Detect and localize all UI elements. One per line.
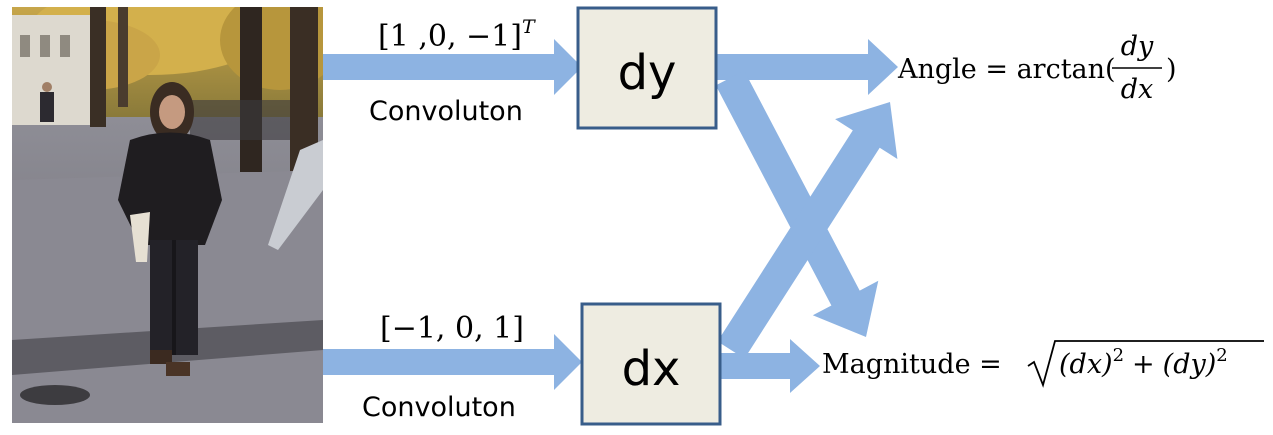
angle-formula: Angle = arctan( dy dx ) [897,31,1177,105]
radicand-dx: (dx) [1059,349,1113,380]
arrow-dy-to-angle [716,39,898,95]
arrow-group [323,39,898,393]
top-kernel-vector: [1 ,0, −1] [378,19,522,54]
arrow-dy-to-magnitude [715,70,879,337]
magnitude-formula: Magnitude = (dx)2 + (dy)2 [822,340,1264,388]
bottom-convolution-label: Convoluton [362,392,516,423]
arrow-dx-to-angle [717,102,898,359]
walking-man [118,82,222,376]
radicand-dx-exponent: 2 [1113,345,1124,366]
top-kernel-transpose: T [522,16,536,38]
angle-numerator: dy [1121,31,1154,62]
pedestrian-photo [12,7,323,423]
arrow-image-to-dy [323,39,582,95]
angle-formula-suffix: ) [1166,54,1177,85]
top-convolution-label: Convoluton [369,96,523,127]
arrow-image-to-dx [323,334,582,390]
dy-box-label: dy [618,45,677,101]
magnitude-radicand: (dx)2 + (dy)2 [1059,345,1228,380]
top-kernel-label: [1 ,0, −1]T [378,16,536,54]
angle-denominator: dx [1121,74,1154,105]
radicand-plus: + [1132,349,1155,380]
radical-sign [1027,340,1264,388]
radicand-dy-exponent: 2 [1216,345,1227,366]
dx-box: dx [580,302,722,426]
dy-box: dy [576,6,718,130]
bottom-kernel-label: [−1, 0, 1] [380,311,524,346]
radicand-dy: (dy) [1163,349,1217,380]
angle-formula-prefix: Angle = arctan( [897,54,1116,85]
dx-box-label: dx [622,341,681,397]
arrow-dx-to-magnitude [720,339,820,393]
magnitude-formula-prefix: Magnitude = [822,349,1002,380]
